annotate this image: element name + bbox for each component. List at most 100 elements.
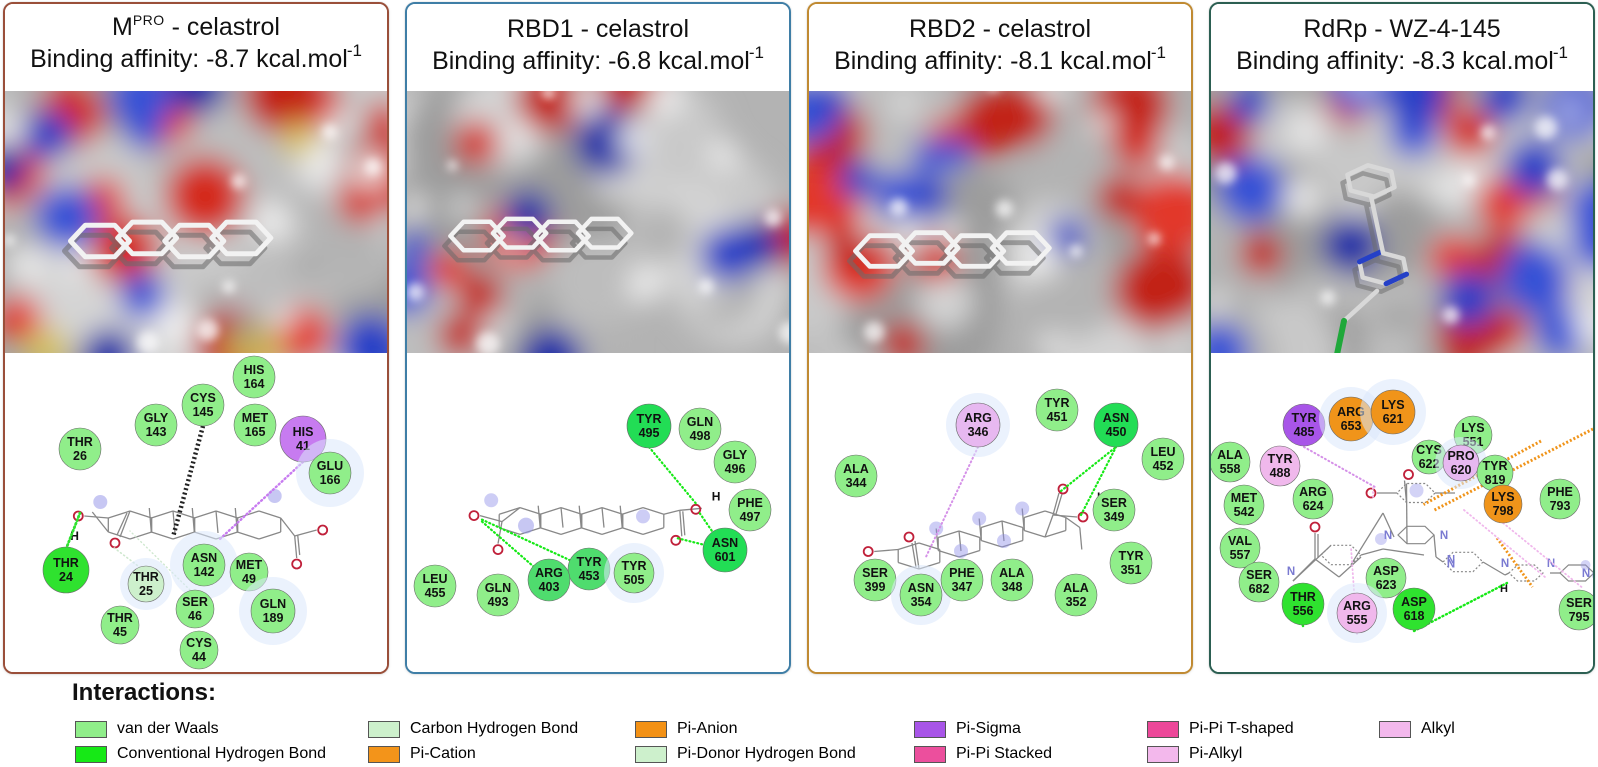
svg-text:SER: SER bbox=[1566, 596, 1592, 610]
svg-text:CYS: CYS bbox=[186, 636, 212, 650]
svg-text:624: 624 bbox=[1303, 499, 1324, 513]
svg-text:TYR: TYR bbox=[637, 412, 662, 426]
svg-text:CYS: CYS bbox=[190, 391, 216, 405]
svg-text:403: 403 bbox=[539, 580, 560, 594]
svg-text:ARG: ARG bbox=[1299, 485, 1327, 499]
svg-text:ARG: ARG bbox=[1343, 599, 1371, 613]
svg-text:145: 145 bbox=[193, 405, 214, 419]
svg-text:ARG: ARG bbox=[964, 411, 992, 425]
svg-text:497: 497 bbox=[740, 510, 761, 524]
svg-text:H: H bbox=[712, 489, 721, 503]
svg-text:ALA: ALA bbox=[1217, 448, 1243, 462]
svg-text:N: N bbox=[1447, 558, 1455, 570]
svg-text:346: 346 bbox=[968, 425, 989, 439]
svg-text:ALA: ALA bbox=[843, 462, 869, 476]
svg-text:ASN: ASN bbox=[908, 581, 934, 595]
svg-text:621: 621 bbox=[1383, 412, 1404, 426]
svg-text:TYR: TYR bbox=[577, 555, 602, 569]
svg-text:MET: MET bbox=[1231, 491, 1258, 505]
svg-text:488: 488 bbox=[1270, 466, 1291, 480]
svg-text:682: 682 bbox=[1249, 582, 1270, 596]
svg-text:TYR: TYR bbox=[1119, 549, 1144, 563]
svg-text:498: 498 bbox=[690, 429, 711, 443]
svg-text:45: 45 bbox=[113, 625, 127, 639]
svg-text:496: 496 bbox=[725, 462, 746, 476]
svg-text:556: 556 bbox=[1293, 604, 1314, 618]
svg-text:399: 399 bbox=[865, 580, 886, 594]
svg-text:44: 44 bbox=[192, 650, 206, 664]
svg-text:SER: SER bbox=[862, 566, 888, 580]
svg-text:349: 349 bbox=[1104, 510, 1125, 524]
svg-text:LYS: LYS bbox=[1381, 398, 1404, 412]
svg-text:ASP: ASP bbox=[1373, 564, 1399, 578]
svg-text:495: 495 bbox=[639, 426, 660, 440]
svg-text:344: 344 bbox=[846, 476, 867, 490]
svg-text:GLN: GLN bbox=[687, 415, 713, 429]
svg-text:SER: SER bbox=[182, 595, 208, 609]
svg-text:46: 46 bbox=[188, 609, 202, 623]
svg-text:164: 164 bbox=[244, 377, 265, 391]
svg-text:798: 798 bbox=[1493, 504, 1514, 518]
svg-text:TYR: TYR bbox=[1268, 452, 1293, 466]
svg-text:653: 653 bbox=[1341, 419, 1362, 433]
svg-text:348: 348 bbox=[1002, 580, 1023, 594]
svg-text:ASN: ASN bbox=[191, 551, 217, 565]
svg-text:TYR: TYR bbox=[1045, 396, 1070, 410]
svg-text:THR: THR bbox=[133, 570, 159, 584]
svg-text:793: 793 bbox=[1550, 499, 1571, 513]
svg-text:455: 455 bbox=[425, 586, 446, 600]
svg-text:451: 451 bbox=[1047, 410, 1068, 424]
svg-text:LEU: LEU bbox=[1151, 445, 1176, 459]
svg-text:N: N bbox=[1440, 530, 1448, 542]
svg-text:26: 26 bbox=[73, 449, 87, 463]
svg-text:351: 351 bbox=[1121, 563, 1142, 577]
svg-text:795: 795 bbox=[1569, 610, 1590, 624]
svg-text:620: 620 bbox=[1451, 463, 1472, 477]
svg-text:LYS: LYS bbox=[1461, 421, 1484, 435]
svg-text:557: 557 bbox=[1230, 548, 1251, 562]
svg-text:25: 25 bbox=[139, 584, 153, 598]
svg-text:ALA: ALA bbox=[999, 566, 1025, 580]
svg-text:GLY: GLY bbox=[144, 411, 169, 425]
svg-text:SER: SER bbox=[1246, 568, 1272, 582]
svg-text:623: 623 bbox=[1376, 578, 1397, 592]
svg-text:450: 450 bbox=[1106, 425, 1127, 439]
svg-text:505: 505 bbox=[624, 573, 645, 587]
svg-text:485: 485 bbox=[1294, 425, 1315, 439]
svg-text:TYR: TYR bbox=[622, 559, 647, 573]
svg-text:TYR: TYR bbox=[1483, 459, 1508, 473]
svg-text:166: 166 bbox=[320, 473, 341, 487]
svg-text:THR: THR bbox=[53, 556, 79, 570]
svg-text:542: 542 bbox=[1234, 505, 1255, 519]
svg-text:ASN: ASN bbox=[1103, 411, 1129, 425]
svg-text:ALA: ALA bbox=[1063, 581, 1089, 595]
svg-text:N: N bbox=[1287, 566, 1295, 578]
svg-text:GLN: GLN bbox=[260, 597, 286, 611]
svg-text:N: N bbox=[1501, 558, 1509, 570]
svg-text:601: 601 bbox=[715, 550, 736, 564]
svg-text:PRO: PRO bbox=[1447, 449, 1474, 463]
svg-text:GLY: GLY bbox=[723, 448, 748, 462]
svg-text:VAL: VAL bbox=[1228, 534, 1252, 548]
svg-text:142: 142 bbox=[194, 565, 215, 579]
svg-text:618: 618 bbox=[1404, 609, 1425, 623]
svg-text:143: 143 bbox=[146, 425, 167, 439]
svg-text:347: 347 bbox=[952, 580, 973, 594]
svg-text:PHE: PHE bbox=[1547, 485, 1573, 499]
svg-text:THR: THR bbox=[1290, 590, 1316, 604]
svg-text:352: 352 bbox=[1066, 595, 1087, 609]
svg-text:ASP: ASP bbox=[1401, 595, 1427, 609]
svg-text:MET: MET bbox=[236, 558, 263, 572]
svg-text:555: 555 bbox=[1347, 613, 1368, 627]
svg-text:THR: THR bbox=[67, 435, 93, 449]
svg-text:LEU: LEU bbox=[423, 572, 448, 586]
svg-text:GLN: GLN bbox=[485, 581, 511, 595]
svg-text:TYR: TYR bbox=[1292, 411, 1317, 425]
svg-text:THR: THR bbox=[107, 611, 133, 625]
svg-text:HIS: HIS bbox=[293, 425, 314, 439]
svg-text:189: 189 bbox=[263, 611, 284, 625]
svg-text:HIS: HIS bbox=[244, 363, 265, 377]
svg-text:MET: MET bbox=[242, 411, 269, 425]
svg-text:165: 165 bbox=[245, 425, 266, 439]
svg-text:453: 453 bbox=[579, 569, 600, 583]
